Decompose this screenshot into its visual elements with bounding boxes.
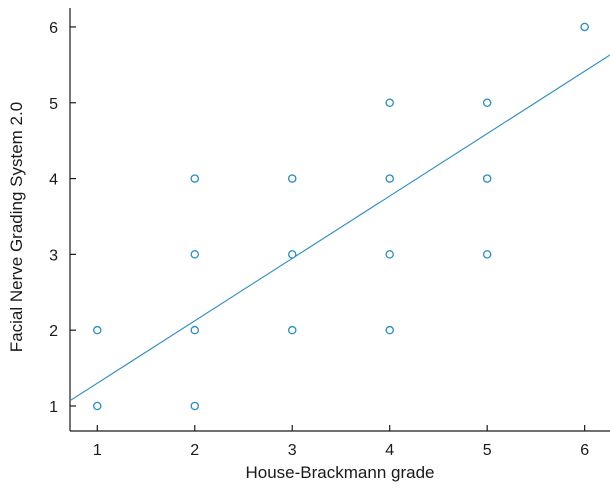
- x-tick-label: 6: [580, 442, 589, 459]
- data-point: [287, 325, 297, 335]
- data-point: [385, 174, 394, 183]
- y-tick-label: 5: [49, 96, 58, 113]
- data-point: [482, 174, 492, 183]
- data-point: [385, 98, 394, 108]
- data-point: [385, 325, 394, 335]
- y-tick-label: 3: [49, 247, 58, 264]
- y-tick-label: 2: [49, 323, 58, 340]
- data-points: [93, 22, 589, 411]
- x-tick-label: 1: [93, 442, 102, 459]
- data-point: [190, 174, 200, 183]
- y-tick-label: 1: [49, 399, 58, 416]
- x-tick-label: 5: [483, 442, 492, 459]
- regression-line: [69, 54, 610, 402]
- x-axis-ticks: 1 2 3 4 5 6: [93, 425, 589, 459]
- data-point: [482, 98, 492, 108]
- data-point: [190, 325, 200, 335]
- data-point: [580, 22, 589, 32]
- x-tick-label: 4: [385, 442, 394, 459]
- data-point: [93, 401, 102, 411]
- y-tick-label: 4: [49, 172, 58, 189]
- x-axis-title: House-Brackmann grade: [246, 463, 435, 482]
- trend-line-group: [69, 54, 610, 402]
- y-axis-title: Facial Nerve Grading System 2.0: [7, 102, 26, 352]
- data-point: [482, 250, 492, 259]
- x-tick-label: 2: [190, 442, 199, 459]
- data-point: [287, 174, 297, 183]
- x-tick-label: 3: [288, 442, 297, 459]
- data-point: [93, 325, 102, 335]
- y-axis-ticks: 1 2 3 4 5 6: [49, 20, 76, 416]
- data-point: [385, 250, 394, 259]
- data-point: [190, 250, 200, 259]
- y-tick-label: 6: [49, 20, 58, 37]
- data-point: [190, 401, 200, 411]
- data-point: [287, 250, 297, 259]
